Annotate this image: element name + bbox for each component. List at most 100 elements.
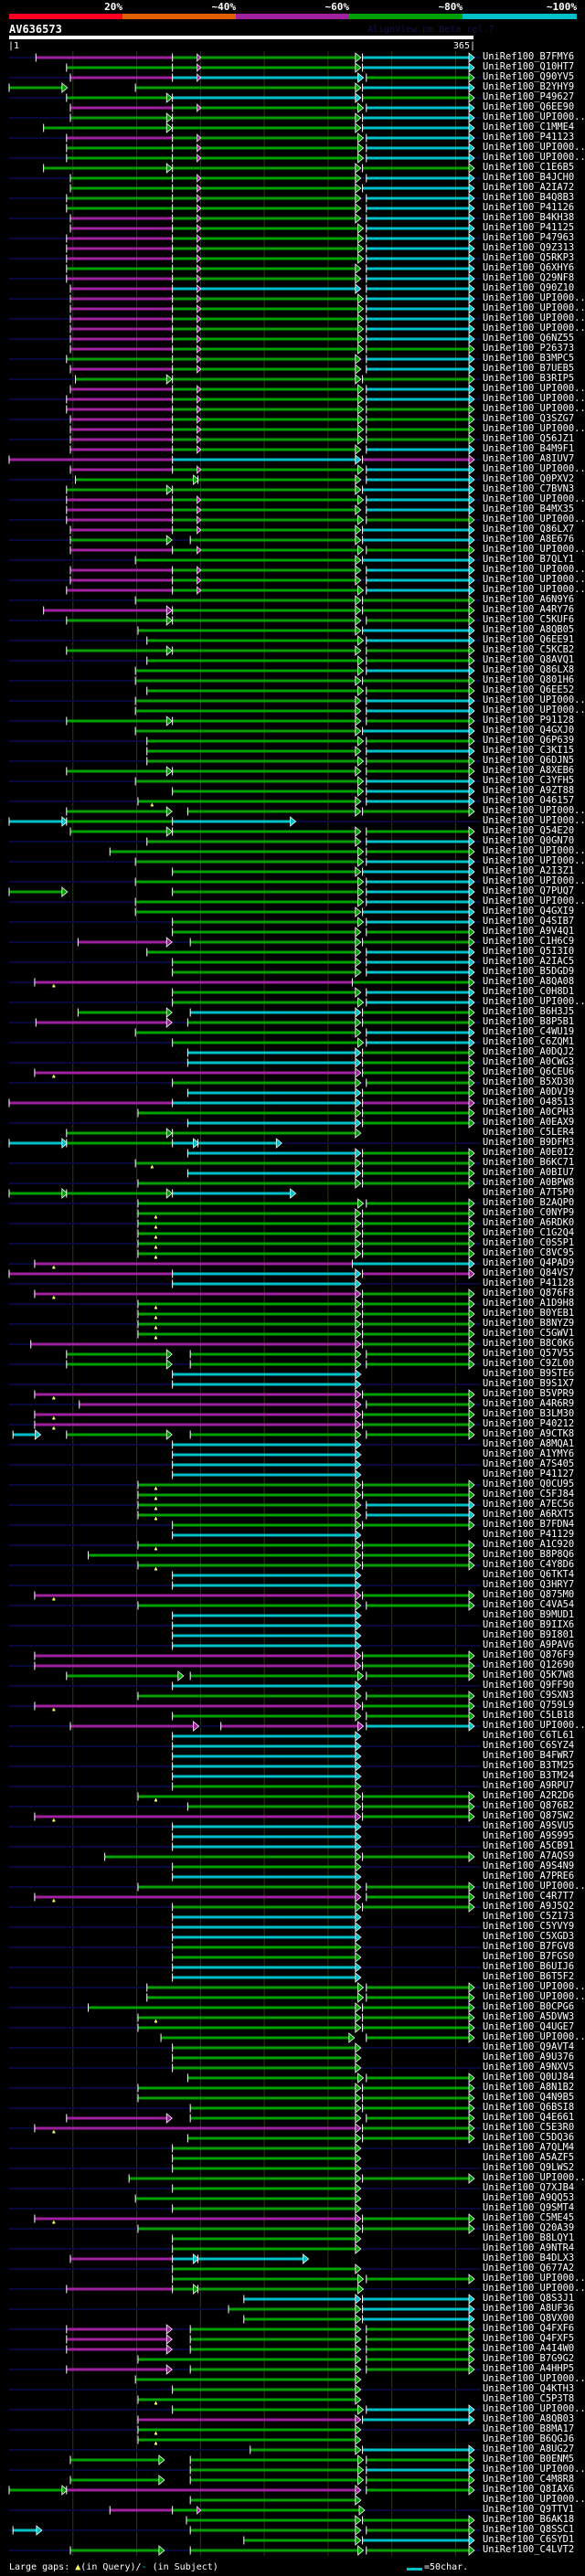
hit-label[interactable]: UniRef100_UPI000.. [483, 855, 585, 866]
hit-label[interactable]: UniRef100_UPI000.. [483, 896, 585, 906]
hit-label[interactable]: UniRef100_Q4FXF5 [483, 2333, 575, 2344]
hit-label[interactable]: UniRef100_Q4N9B5 [483, 2092, 575, 2103]
hit-label[interactable]: UniRef100_C5XGD3 [483, 1931, 575, 1942]
hit-label[interactable]: UniRef100_B3MPC5 [483, 353, 575, 364]
hit-label[interactable]: UniRef100_B6UIJ6 [483, 1961, 575, 1972]
hit-label[interactable]: UniRef100_UPI000.. [483, 313, 585, 323]
hit-label[interactable]: UniRef100_B9MUD1 [483, 1609, 575, 1620]
hit-label[interactable]: UniRef100_B0ENM5 [483, 2454, 575, 2465]
hit-label[interactable]: UniRef100_UPI000.. [483, 2172, 585, 2183]
hit-label[interactable]: UniRef100_UPI000.. [483, 393, 585, 404]
hit-label[interactable]: UniRef100_A9CTK8 [483, 1428, 575, 1439]
hit-label[interactable]: UniRef100_B7FDN4 [483, 1519, 575, 1530]
hit-label[interactable]: UniRef100_A1C920 [483, 1539, 575, 1550]
hit-label[interactable]: UniRef100_O46157 [483, 795, 575, 806]
hit-label[interactable]: UniRef100_UPI000.. [483, 1720, 585, 1731]
hit-label[interactable]: UniRef100_Q759L9 [483, 1700, 575, 1711]
hit-label[interactable]: UniRef100_Q0PXV2 [483, 473, 575, 484]
hit-label[interactable]: UniRef100_C5GWV1 [483, 1328, 575, 1339]
hit-label[interactable]: UniRef100_Q6EE91 [483, 634, 575, 645]
hit-label[interactable]: UniRef100_Q0CU95 [483, 1479, 575, 1489]
hit-label[interactable]: UniRef100_C4R7T7 [483, 1891, 575, 1902]
hit-label[interactable]: UniRef100_C5ME45 [483, 2212, 575, 2223]
hit-label[interactable]: UniRef100_Q4SIB7 [483, 916, 575, 927]
hit-label[interactable]: UniRef100_UPI000.. [483, 544, 585, 555]
hit-label[interactable]: UniRef100_B9S1X7 [483, 1378, 575, 1389]
hit-label[interactable]: UniRef100_UPI000.. [483, 1991, 585, 2002]
hit-label[interactable]: UniRef100_B9IIX6 [483, 1619, 575, 1630]
hit-label[interactable]: UniRef100_A8XEB6 [483, 765, 575, 776]
hit-label[interactable]: UniRef100_A5AZF5 [483, 2152, 575, 2163]
hit-label[interactable]: UniRef100_A6RXT5 [483, 1509, 575, 1520]
hit-label[interactable]: UniRef100_A2IA72 [483, 182, 575, 193]
hit-label[interactable]: UniRef100_A9SVU5 [483, 1820, 575, 1831]
hit-label[interactable]: UniRef100_C5E3R0 [483, 2122, 575, 2133]
hit-label[interactable]: UniRef100_C1MME4 [483, 122, 575, 133]
hit-label[interactable]: UniRef100_Q4KTH3 [483, 2383, 575, 2394]
hit-label[interactable]: UniRef100_Q9AVT4 [483, 2041, 575, 2052]
hit-label[interactable]: UniRef100_C9ZL00 [483, 1358, 575, 1369]
hit-label[interactable]: UniRef100_UPI000.. [483, 152, 585, 163]
hit-label[interactable]: UniRef100_B5XD30 [483, 1076, 575, 1087]
hit-label[interactable]: UniRef100_C6SYZ4 [483, 1740, 575, 1751]
hit-label[interactable]: UniRef100_Q5K7W8 [483, 1670, 575, 1680]
hit-label[interactable]: UniRef100_P41125 [483, 222, 575, 233]
hit-label[interactable]: UniRef100_B0CPG6 [483, 2001, 575, 2012]
hit-label[interactable]: UniRef100_Q3SZG7 [483, 413, 575, 424]
hit-label[interactable]: UniRef100_A8E676 [483, 534, 575, 545]
hit-label[interactable]: UniRef100_UPI000.. [483, 2403, 585, 2414]
hit-label[interactable]: UniRef100_UPI000.. [483, 514, 585, 525]
hit-label[interactable]: UniRef100_O48513 [483, 1097, 575, 1108]
hit-label[interactable]: UniRef100_B6KC71 [483, 1157, 575, 1168]
hit-label[interactable]: UniRef100_Q90Z10 [483, 282, 575, 293]
hit-label[interactable]: UniRef100_UPI000.. [483, 2373, 585, 2384]
hit-label[interactable]: UniRef100_B2AQP0 [483, 1197, 575, 1208]
hit-label[interactable]: UniRef100_C9SXN3 [483, 1690, 575, 1701]
hit-label[interactable]: UniRef100_A2R2D6 [483, 1790, 575, 1801]
hit-label[interactable]: UniRef100_UPI000.. [483, 805, 585, 816]
hit-label[interactable]: UniRef100_UPI000.. [483, 292, 585, 303]
hit-label[interactable]: UniRef100_Q4FXF6 [483, 2323, 575, 2334]
hit-label[interactable]: UniRef100_B3LM30 [483, 1408, 575, 1419]
hit-label[interactable]: UniRef100_A0DQJ2 [483, 1046, 575, 1057]
hit-label[interactable]: UniRef100_B4JCH0 [483, 172, 575, 183]
hit-label[interactable]: UniRef100_UPI000.. [483, 694, 585, 705]
hit-label[interactable]: UniRef100_A0BPW8 [483, 1177, 575, 1188]
hit-label[interactable]: UniRef100_B8C0K6 [483, 1338, 575, 1349]
hit-label[interactable]: UniRef100_UPI000.. [483, 383, 585, 394]
hit-label[interactable]: UniRef100_B7FGS0 [483, 1951, 575, 1962]
hit-label[interactable]: UniRef100_A9S4N9 [483, 1860, 575, 1871]
hit-label[interactable]: UniRef100_Q12690 [483, 1659, 575, 1670]
hit-label[interactable]: UniRef100_P47963 [483, 232, 575, 243]
hit-label[interactable]: UniRef100_Q5I3I0 [483, 946, 575, 957]
hit-label[interactable]: UniRef100_UPI000.. [483, 705, 585, 716]
hit-label[interactable]: UniRef100_UPI000.. [483, 302, 585, 313]
hit-label[interactable]: UniRef100_A7S405 [483, 1458, 575, 1469]
hit-label[interactable]: UniRef100_Q6P639 [483, 735, 575, 746]
hit-label[interactable]: UniRef100_A0DVJ9 [483, 1087, 575, 1097]
hit-label[interactable]: UniRef100_A9S995 [483, 1830, 575, 1841]
hit-label[interactable]: UniRef100_C5KCB2 [483, 644, 575, 655]
hit-label[interactable]: UniRef100_Q4UGE7 [483, 2021, 575, 2032]
hit-label[interactable]: UniRef100_UPI000.. [483, 2031, 585, 2042]
hit-label[interactable]: UniRef100_C3KI15 [483, 745, 575, 756]
hit-label[interactable]: UniRef100_Q8S3J1 [483, 2293, 575, 2304]
hit-label[interactable]: UniRef100_Q9TTV1 [483, 2504, 575, 2515]
hit-label[interactable]: UniRef100_Q0GN70 [483, 835, 575, 846]
hit-label[interactable]: UniRef100_C5YVY9 [483, 1921, 575, 1932]
hit-label[interactable]: UniRef100_C3YFH5 [483, 775, 575, 786]
hit-label[interactable]: UniRef100_A9ZT88 [483, 785, 575, 796]
hit-label[interactable]: UniRef100_B5DGD9 [483, 966, 575, 977]
hit-label[interactable]: UniRef100_B9I801 [483, 1629, 575, 1640]
hit-label[interactable]: UniRef100_Q6EE52 [483, 684, 575, 695]
hit-label[interactable]: UniRef100_UPI000.. [483, 2494, 585, 2505]
hit-label[interactable]: UniRef100_A4HHP5 [483, 2363, 575, 2374]
hit-label[interactable]: UniRef100_Q801H6 [483, 674, 575, 685]
hit-label[interactable]: UniRef100_A0E0I2 [483, 1147, 575, 1158]
hit-label[interactable]: UniRef100_Q9SMT4 [483, 2202, 575, 2213]
hit-label[interactable]: UniRef100_Q4GXI9 [483, 906, 575, 917]
hit-label[interactable]: UniRef100_A6RDK0 [483, 1217, 575, 1228]
hit-label[interactable]: UniRef100_Q8AVQ1 [483, 654, 575, 665]
hit-label[interactable]: UniRef100_B7UEB5 [483, 363, 575, 374]
hit-label[interactable]: UniRef100_B6QGJ6 [483, 2433, 575, 2444]
